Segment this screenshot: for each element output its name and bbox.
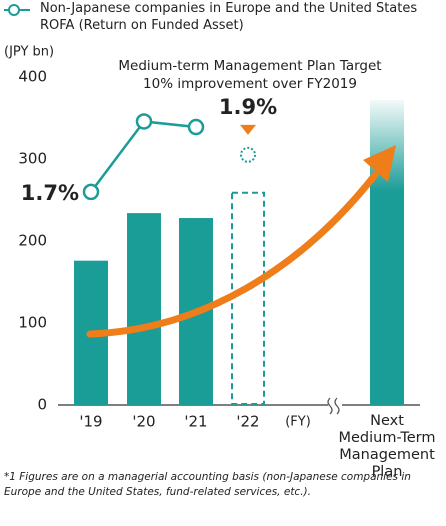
x-tick-label: '22: [236, 413, 259, 431]
x-unit: (FY): [285, 415, 311, 430]
x-tick-label: '21: [184, 413, 207, 431]
line-point: [82, 183, 100, 201]
axis-break: [327, 397, 340, 415]
line: [90, 120, 197, 193]
annotation: Medium-term Management Plan Target 10% im…: [100, 57, 400, 93]
x-tick-label: '19: [79, 413, 102, 431]
y-tick-label: 0: [37, 396, 47, 414]
line-point: [187, 118, 205, 136]
value-label: 1.9%: [219, 95, 277, 119]
x-tick-label: Next Medium-Term Management Plan: [338, 413, 436, 480]
y-tick-label: 400: [18, 68, 47, 86]
line-point: [240, 146, 256, 163]
trend-arrow: [86, 171, 379, 338]
annotation-line: Medium-term Management Plan Target: [118, 58, 382, 74]
target-marker: [240, 124, 256, 135]
annotation-line: 10% improvement over FY2019: [143, 76, 357, 92]
trend-arrowhead: [363, 145, 396, 182]
legend-icon: [4, 4, 30, 16]
y-tick-label: 300: [18, 150, 47, 168]
y-unit: (JPY bn): [4, 45, 54, 60]
y-tick-label: 200: [18, 232, 47, 250]
y-tick-label: 100: [18, 314, 47, 332]
footnote: *1 Figures are on a managerial accountin…: [4, 471, 411, 498]
value-label: 1.7%: [21, 181, 79, 205]
x-tick-label: '20: [132, 413, 155, 431]
line-point: [135, 113, 153, 130]
bar: [231, 191, 265, 405]
bar: [370, 99, 404, 406]
legend: Non-Japanese companies in Europe and the…: [40, 1, 418, 33]
bar: [127, 213, 161, 405]
